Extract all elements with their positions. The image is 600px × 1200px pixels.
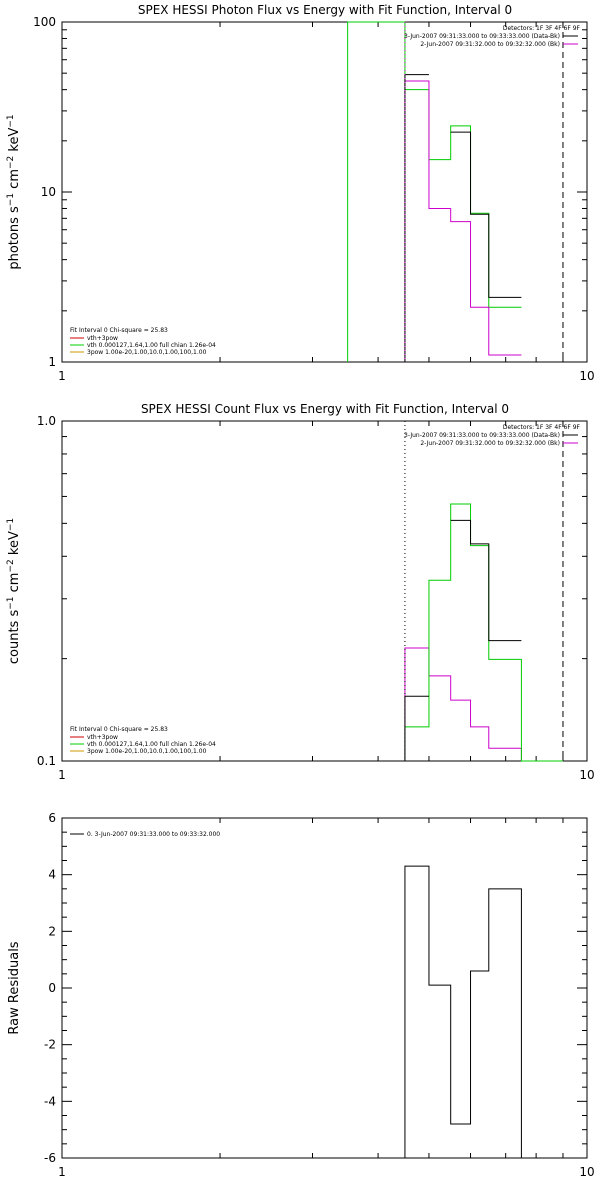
count-flux-panel: SPEX HESSI Count Flux vs Energy with Fit… [6, 402, 595, 782]
y-tick-label: 10 [41, 185, 56, 199]
y-tick-label: 1 [48, 355, 56, 369]
legend-data-entry: 3-Jun-2007 09:31:33.000 to 09:33:33.000 … [404, 33, 560, 40]
legend-right: Detectors: 1F 3F 4F 6F 9F 3-Jun-2007 09:… [404, 25, 581, 48]
series-marks [404, 421, 564, 762]
residuals-panel: Raw Residuals 1 10 6 4 2 0 -2 -4 -6 0. 3-Jun-200… [7, 811, 595, 1179]
series-step-line [404, 865, 563, 1159]
axes: 1 10 0.1 1.0 [37, 414, 595, 782]
x-tick-label: 1 [58, 768, 66, 782]
legend-bk-entry: 2-Jun-2007 09:31:32.000 to 09:32:32.000 … [420, 41, 560, 48]
y-axis-label: photons s−1 cm−2 keV−1 [6, 114, 22, 269]
series-step-line [404, 503, 563, 762]
chart-title: SPEX HESSI Photon Flux vs Energy with Fi… [138, 3, 512, 17]
legend-3pow: 3pow 1.00e-20,1.00,10.0,1.00,100,1.00 [87, 349, 207, 356]
y-tick-label: -4 [44, 1094, 56, 1108]
axes: 1 10 1 10 100 [33, 15, 595, 383]
x-tick-label: 10 [579, 369, 594, 383]
legend-fit-header: Fit Interval 0 Chi-square = 25.83 [70, 327, 168, 334]
legend-left: 0. 3-Jun-2007 09:31:33.000 to 09:33:32.0… [70, 831, 220, 838]
legend-bk-entry: 2-Jun-2007 09:31:32.000 to 09:32:32.000 … [420, 440, 560, 447]
x-tick-label: 1 [58, 369, 66, 383]
photon-flux-panel: SPEX HESSI Photon Flux vs Energy with Fi… [6, 3, 595, 383]
legend-vth: vth 0.000127,1.64,1.00 full chian 1.26e-… [87, 741, 216, 748]
plot-frame [61, 420, 588, 762]
series-step-line [404, 80, 522, 362]
legend-left: Fit Interval 0 Chi-square = 25.83 vth+3p… [70, 726, 216, 755]
x-tick-label: 1 [58, 1165, 66, 1179]
y-tick-label: 0.1 [37, 754, 56, 768]
plot-frame [61, 817, 588, 1159]
legend-fit-header: Fit Interval 0 Chi-square = 25.83 [70, 726, 168, 733]
legend-data-entry: 3-Jun-2007 09:31:33.000 to 09:33:33.000 … [404, 432, 560, 439]
chart-title: SPEX HESSI Count Flux vs Energy with Fit… [141, 402, 509, 416]
x-tick-label: 10 [579, 768, 594, 782]
legend-detectors: Detectors: 1F 3F 4F 6F 9F [503, 424, 581, 431]
y-axis-label: counts s−1 cm−2 keV−1 [6, 518, 22, 664]
series-step-line [347, 21, 522, 362]
legend-detectors: Detectors: 1F 3F 4F 6F 9F [503, 25, 581, 32]
series-marks [404, 865, 563, 1159]
series-step-line [404, 74, 522, 362]
legend-right: Detectors: 1F 3F 4F 6F 9F 3-Jun-2007 09:… [404, 424, 581, 447]
legend-vth3pow: vth+3pow [87, 335, 118, 342]
legend-residual: 0. 3-Jun-2007 09:31:33.000 to 09:33:32.0… [87, 831, 220, 838]
y-tick-label: 2 [48, 924, 56, 938]
x-tick-label: 10 [579, 1165, 594, 1179]
legend-vth3pow: vth+3pow [87, 734, 118, 741]
y-tick-label: -2 [44, 1038, 56, 1052]
y-tick-label: 4 [48, 868, 56, 882]
axes: 1 10 6 4 2 0 -2 -4 -6 [44, 811, 595, 1179]
legend-left: Fit Interval 0 Chi-square = 25.83 vth+3p… [70, 327, 216, 356]
y-tick-label: 0 [48, 981, 56, 995]
legend-3pow: 3pow 1.00e-20,1.00,10.0,1.00,100,1.00 [87, 748, 207, 755]
series-marks [347, 21, 564, 362]
y-tick-label: 6 [48, 811, 56, 825]
y-tick-label: -6 [44, 1151, 56, 1165]
y-tick-label: 1.0 [37, 414, 56, 428]
y-tick-label: 100 [33, 15, 56, 29]
legend-vth: vth 0.000127,1.64,1.00 full chian 1.26e-… [87, 342, 216, 349]
y-axis-label: Raw Residuals [7, 941, 22, 1034]
plot-frame [61, 21, 588, 363]
series-step-line [404, 519, 522, 761]
